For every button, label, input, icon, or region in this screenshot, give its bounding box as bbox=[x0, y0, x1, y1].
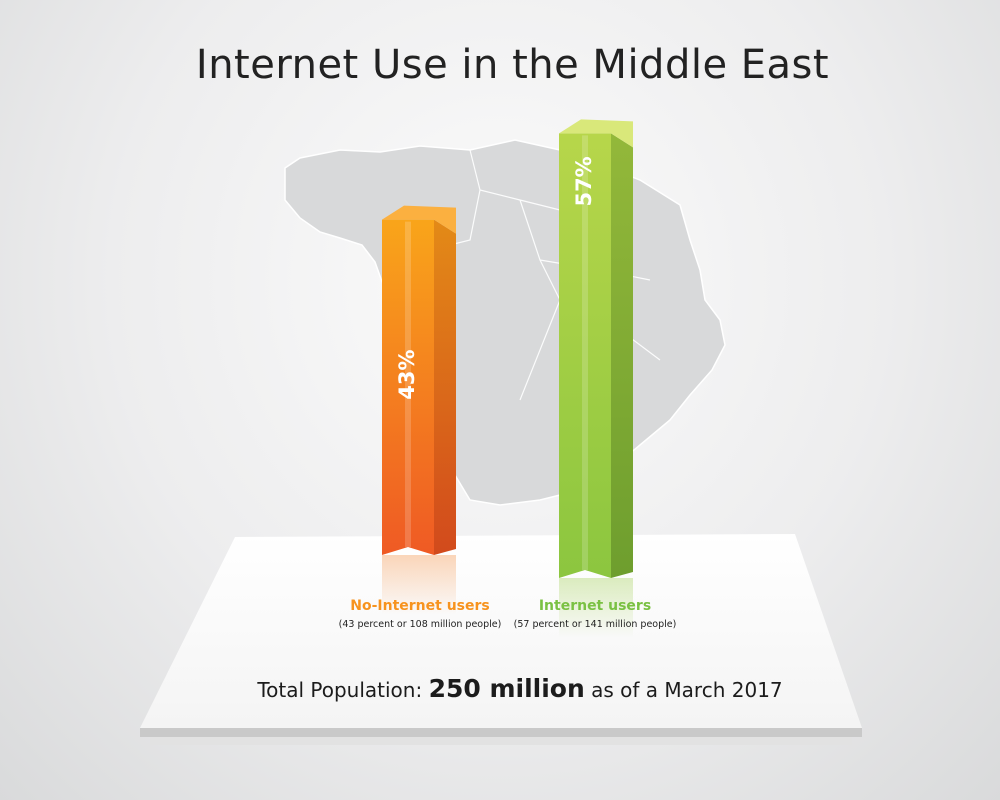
category-desc-internet: (57 percent or 141 million people) bbox=[513, 619, 677, 630]
floor-shadow bbox=[150, 737, 852, 745]
bar-side-internet bbox=[611, 133, 633, 578]
bar-reflection-internet bbox=[559, 578, 633, 638]
bar-value-label-no-internet: 43% bbox=[395, 349, 419, 399]
bar-front-no-internet bbox=[382, 219, 434, 555]
footer-prefix: Total Population: bbox=[257, 678, 423, 702]
category-desc-no-internet: (43 percent or 108 million people) bbox=[338, 619, 502, 630]
bar-top-internet bbox=[559, 119, 633, 148]
bar-front-internet bbox=[559, 133, 611, 578]
bar-value-label-internet: 57% bbox=[572, 156, 596, 206]
footer-value: 250 million bbox=[428, 674, 585, 703]
category-label-internet: Internet users bbox=[538, 598, 652, 614]
floor-edge bbox=[140, 728, 862, 737]
floor-plane bbox=[140, 534, 862, 728]
middle-east-map-shape bbox=[284, 139, 726, 506]
chart-title: Internet Use in the Middle East bbox=[195, 42, 830, 88]
category-label-no-internet: No-Internet users bbox=[350, 598, 490, 614]
bar-reflection-no-internet bbox=[382, 555, 456, 615]
total-population-footer: Total Population: 250 million as of a Ma… bbox=[0, 674, 1000, 703]
footer-suffix: as of a March 2017 bbox=[591, 678, 783, 702]
bar-side-no-internet bbox=[434, 219, 456, 555]
bar-top-no-internet bbox=[382, 205, 456, 234]
